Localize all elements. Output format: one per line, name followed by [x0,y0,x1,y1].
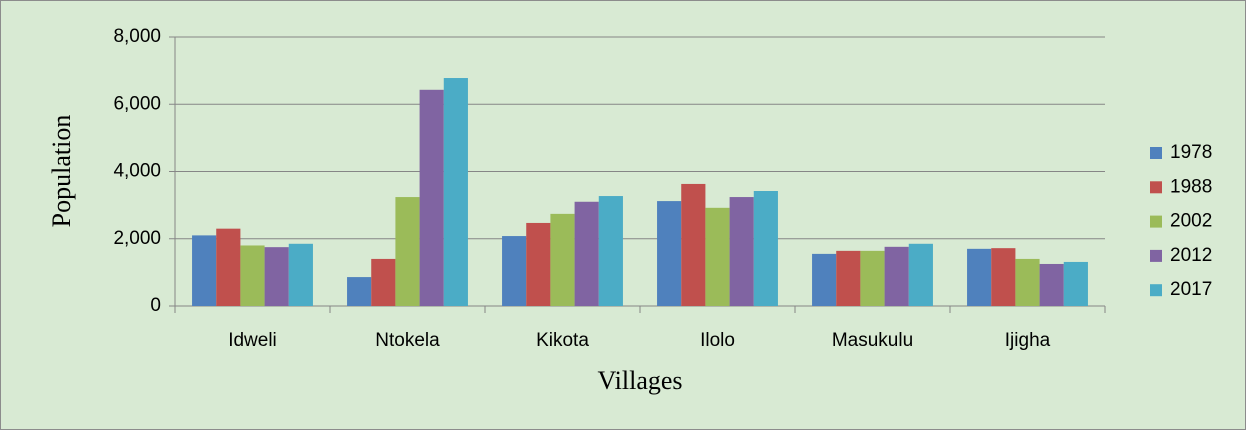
bar [598,196,623,306]
bar [216,228,241,306]
x-tick-label: Masukulu [832,330,913,351]
legend-label: 1988 [1170,176,1212,197]
bar [753,191,778,306]
bar [192,235,217,306]
legend-swatch [1150,147,1162,159]
legend-label: 1978 [1170,142,1212,163]
bar [908,243,933,306]
bar [836,250,861,306]
legend-swatch [1150,249,1162,262]
legend-label: 2002 [1170,211,1212,232]
y-tick-label: 6,000 [113,93,161,114]
legend-label: 2012 [1170,245,1212,266]
bar [1039,263,1064,306]
bar [395,197,420,306]
bar [1063,261,1088,306]
bar [1015,258,1040,306]
legend-swatch [1150,284,1162,297]
x-axis-title: Villages [597,366,682,395]
bar [371,258,396,306]
y-axis-title: Population [47,115,76,228]
bar [550,213,575,306]
bar [991,248,1016,306]
y-tick-label: 4,000 [113,161,161,182]
legend-swatch [1150,215,1162,228]
bar [884,246,909,306]
bar [967,248,992,306]
bar [443,78,468,307]
y-tick-label: 0 [150,295,161,316]
bar [526,222,551,306]
bar [502,236,527,306]
x-tick-label: Ntokela [375,330,440,351]
legend-label: 2017 [1170,279,1212,300]
bar [657,201,682,306]
bar [812,253,837,306]
bar [264,247,289,306]
x-tick-label: Kikota [536,330,589,351]
y-tick-label: 8,000 [113,26,161,47]
bar [288,243,313,306]
bar [860,250,885,306]
y-tick-label: 2,000 [113,228,161,249]
bar [347,277,372,306]
x-tick-label: Ilolo [700,330,735,351]
bar [729,197,754,306]
bar [681,183,706,306]
bar [419,89,444,306]
bar [240,245,265,306]
x-tick-label: Idweli [228,330,277,351]
bar [574,201,599,306]
x-tick-label: Ijigha [1005,330,1051,351]
legend-swatch [1150,181,1162,194]
bar [705,207,730,306]
